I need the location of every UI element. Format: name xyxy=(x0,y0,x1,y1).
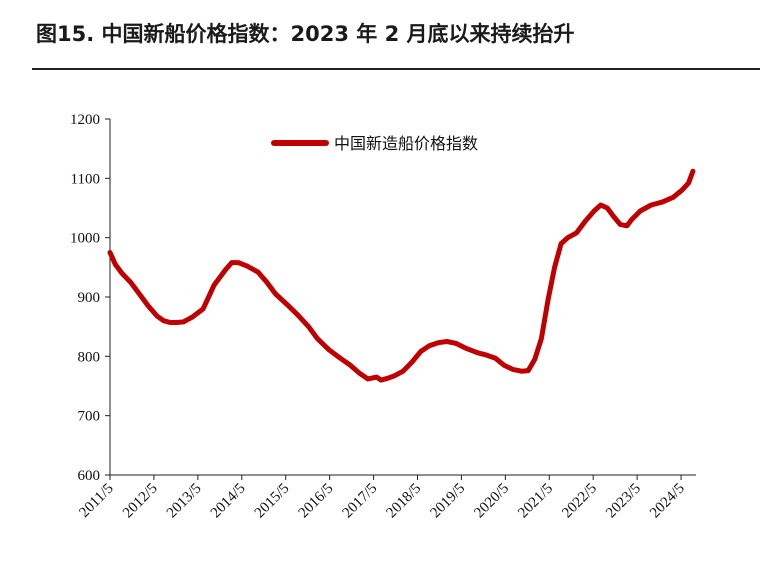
x-axis-ticks: 2011/5 2012/5 2013/5 2014/5 2015/5 2016/5 2017… xyxy=(76,475,688,522)
y-tick-label: 600 xyxy=(78,468,101,484)
series-group xyxy=(107,168,696,383)
y-tick-label: 800 xyxy=(78,349,101,365)
legend-label: 中国新造船价格指数 xyxy=(334,134,478,153)
x-tick-label: 2016/5 xyxy=(296,481,337,522)
x-tick-label: 2018/5 xyxy=(384,481,425,522)
y-tick-label: 1200 xyxy=(70,112,100,128)
y-tick-label: 700 xyxy=(78,409,101,425)
x-tick-label: 2017/5 xyxy=(340,481,381,522)
title-divider xyxy=(32,68,760,70)
x-tick-label: 2013/5 xyxy=(164,481,205,522)
x-tick-label: 2024/5 xyxy=(647,481,688,522)
x-tick-label: 2019/5 xyxy=(427,481,468,522)
x-tick-label: 2015/5 xyxy=(252,481,293,522)
axes xyxy=(109,119,696,476)
x-tick-label: 2014/5 xyxy=(208,481,249,522)
x-tick-label: 2020/5 xyxy=(471,481,512,522)
y-tick-label: 1000 xyxy=(70,231,100,247)
x-tick-label: 2011/5 xyxy=(76,481,116,521)
series-line xyxy=(107,168,696,383)
x-tick-label: 2023/5 xyxy=(603,481,644,522)
x-tick-label: 2022/5 xyxy=(559,481,600,522)
y-axis-ticks: 600 700 800 900 1000 1100 1200 xyxy=(70,112,110,484)
y-tick-label: 900 xyxy=(78,290,101,306)
page-title: 图15. 中国新船价格指数：2023 年 2 月底以来持续抬升 xyxy=(36,22,575,46)
x-tick-label: 2021/5 xyxy=(515,481,556,522)
legend: 中国新造船价格指数 xyxy=(271,134,478,153)
x-tick-label: 2012/5 xyxy=(120,481,161,522)
y-tick-label: 1100 xyxy=(71,171,100,187)
